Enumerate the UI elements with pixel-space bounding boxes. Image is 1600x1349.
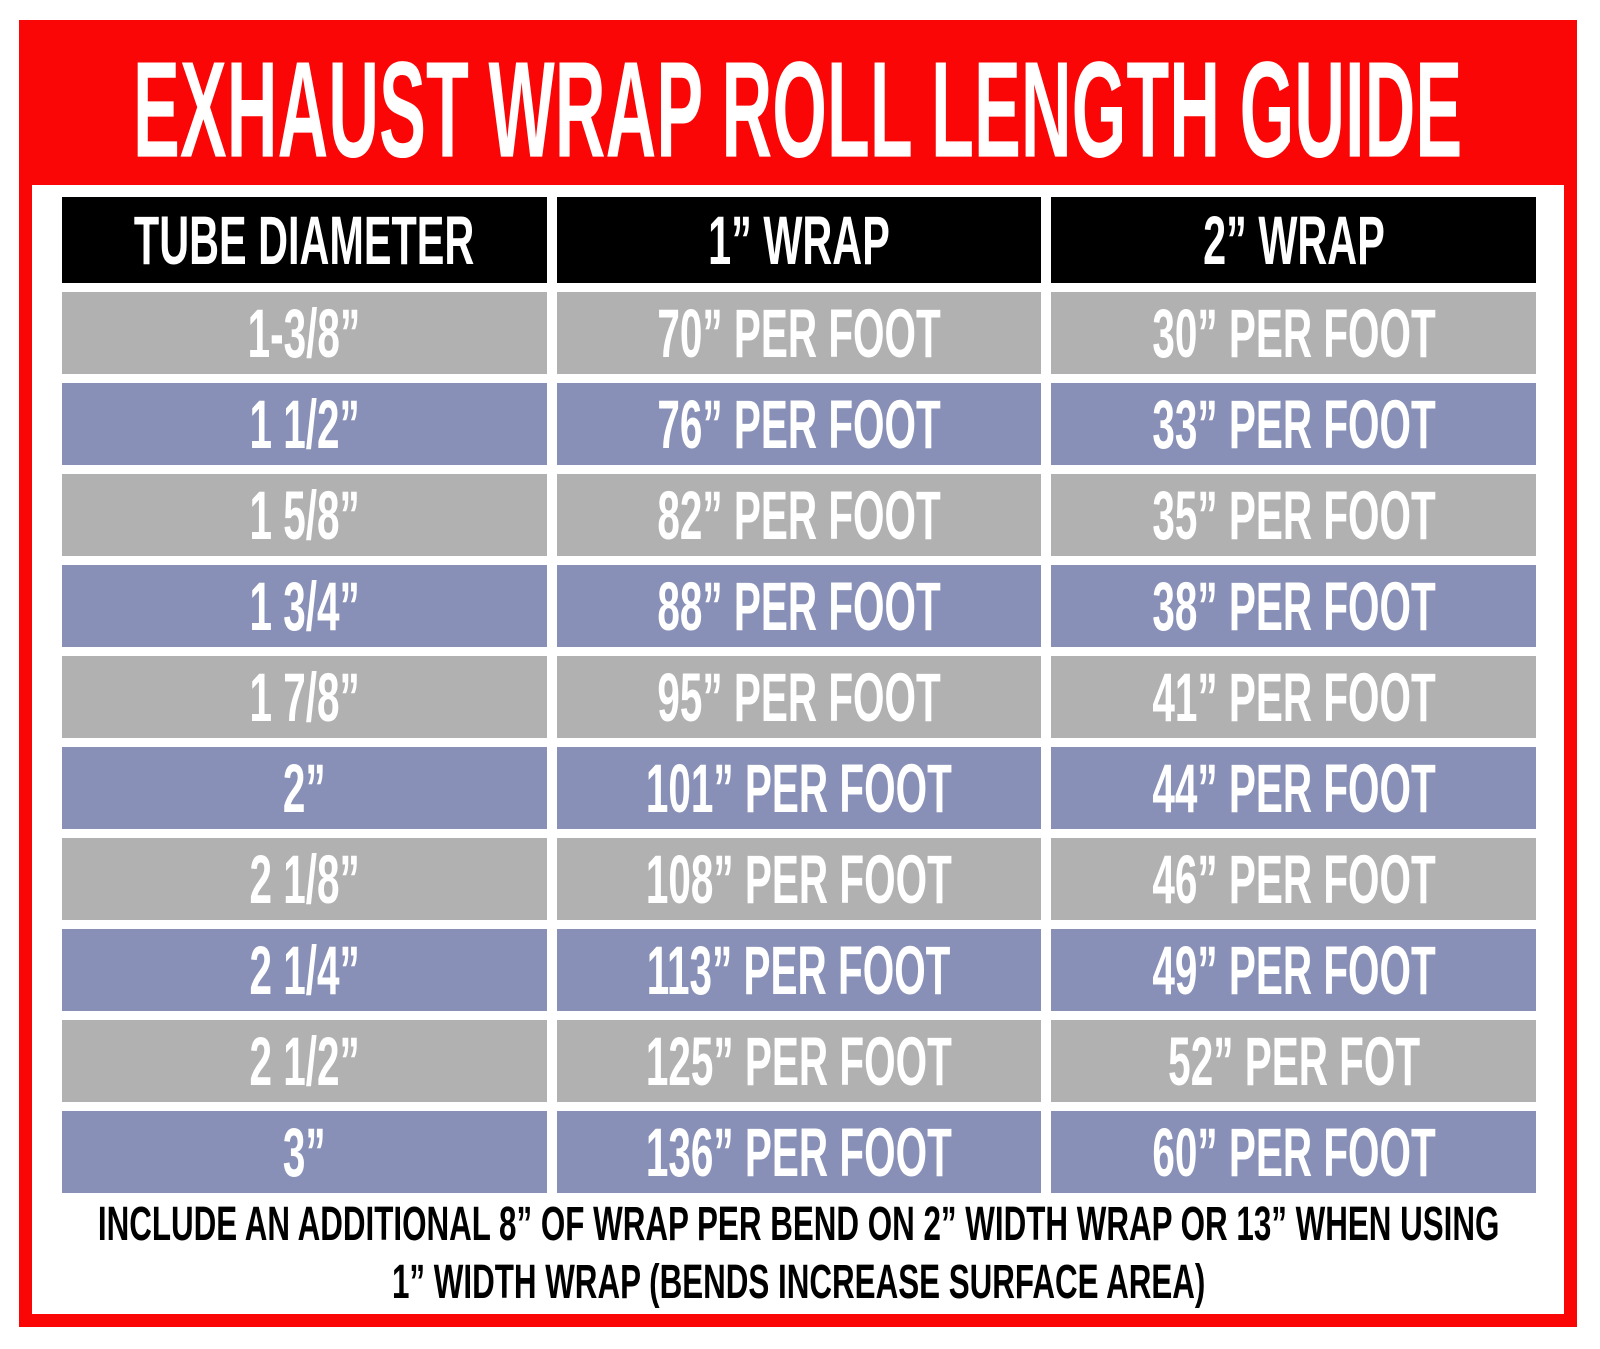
cell-2in-wrap: 33” PER FOOT xyxy=(1051,383,1536,465)
cell-1in-wrap: 125” PER FOOT xyxy=(556,1020,1042,1102)
cell-diameter: 1 5/8” xyxy=(62,474,547,556)
cell-1in-wrap: 76” PER FOOT xyxy=(556,383,1042,465)
wrap-length-table: TUBE DIAMETER 1” WRAP 2” WRAP 1-3/8” 70”… xyxy=(62,197,1536,1193)
cell-1in-wrap: 70” PER FOOT xyxy=(556,292,1042,374)
cell-2in-wrap: 35” PER FOOT xyxy=(1051,474,1536,556)
footnote-text: INCLUDE AN ADDITIONAL 8” OF WRAP PER BEN… xyxy=(98,1195,1500,1312)
cell-diameter: 2 1/8” xyxy=(62,838,547,920)
cell-1in-wrap: 82” PER FOOT xyxy=(556,474,1042,556)
cell-2in-wrap: 44” PER FOOT xyxy=(1051,747,1536,829)
cell-1in-wrap: 113” PER FOOT xyxy=(556,929,1042,1011)
cell-1in-wrap: 95” PER FOOT xyxy=(556,656,1042,738)
cell-2in-wrap: 30” PER FOOT xyxy=(1051,292,1536,374)
cell-1in-wrap: 101” PER FOOT xyxy=(556,747,1042,829)
cell-2in-wrap: 52” PER FOT xyxy=(1051,1020,1536,1102)
header-cell-tube-diameter: TUBE DIAMETER xyxy=(62,197,547,283)
guide-frame: EXHAUST WRAP ROLL LENGTH GUIDE TUBE DIAM… xyxy=(19,20,1577,1327)
cell-2in-wrap: 49” PER FOOT xyxy=(1051,929,1536,1011)
cell-diameter: 3” xyxy=(62,1111,547,1193)
cell-1in-wrap: 108” PER FOOT xyxy=(556,838,1042,920)
cell-2in-wrap: 41” PER FOOT xyxy=(1051,656,1536,738)
footnote-line-2: 1” WIDTH WRAP (BENDS INCREASE SURFACE AR… xyxy=(392,1254,1206,1309)
cell-diameter: 2 1/2” xyxy=(62,1020,547,1102)
cell-1in-wrap: 136” PER FOOT xyxy=(556,1111,1042,1193)
cell-diameter: 1 1/2” xyxy=(62,383,547,465)
footnote-line-1: INCLUDE AN ADDITIONAL 8” OF WRAP PER BEN… xyxy=(98,1196,1500,1251)
cell-1in-wrap: 88” PER FOOT xyxy=(556,565,1042,647)
cell-diameter: 1-3/8” xyxy=(62,292,547,374)
title-band: EXHAUST WRAP ROLL LENGTH GUIDE xyxy=(32,32,1564,186)
page-title: EXHAUST WRAP ROLL LENGTH GUIDE xyxy=(133,32,1463,186)
cell-diameter: 2” xyxy=(62,747,547,829)
footnote: INCLUDE AN ADDITIONAL 8” OF WRAP PER BEN… xyxy=(62,1193,1536,1314)
cell-diameter: 1 3/4” xyxy=(62,565,547,647)
cell-diameter: 2 1/4” xyxy=(62,929,547,1011)
content-area: TUBE DIAMETER 1” WRAP 2” WRAP 1-3/8” 70”… xyxy=(32,185,1564,1314)
cell-diameter: 1 7/8” xyxy=(62,656,547,738)
header-cell-1in-wrap: 1” WRAP xyxy=(556,197,1042,283)
cell-2in-wrap: 38” PER FOOT xyxy=(1051,565,1536,647)
cell-2in-wrap: 60” PER FOOT xyxy=(1051,1111,1536,1193)
cell-2in-wrap: 46” PER FOOT xyxy=(1051,838,1536,920)
header-cell-2in-wrap: 2” WRAP xyxy=(1051,197,1536,283)
